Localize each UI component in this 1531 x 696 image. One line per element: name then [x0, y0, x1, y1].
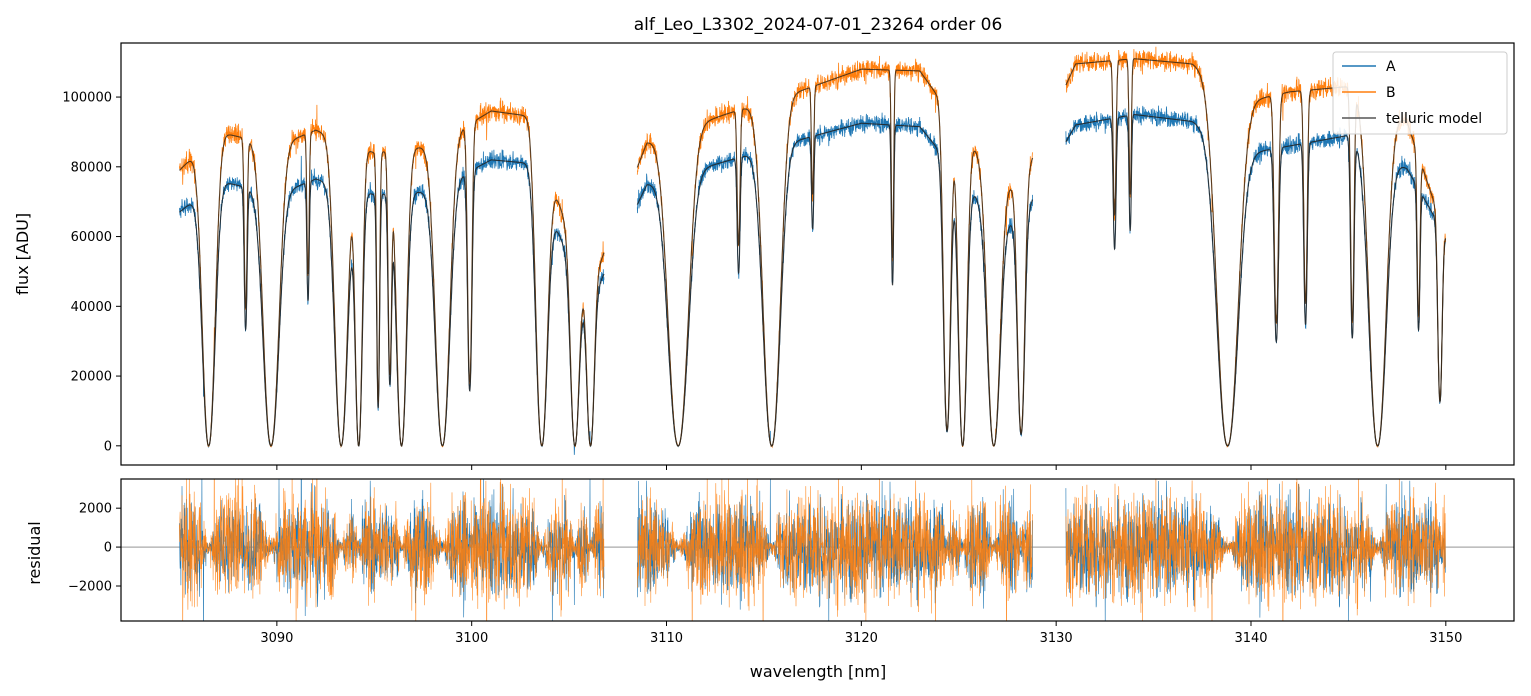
residual-b-line-segment-2	[637, 479, 1033, 621]
flux-y-tick-label: 40000	[71, 300, 112, 315]
legend: A B telluric model	[1332, 51, 1508, 135]
flux-panel: 0 20000 40000 60000 80000 100000 flux [ADU] A…	[13, 42, 1515, 470]
residual-axes-frame	[120, 478, 1515, 622]
x-tick-label: 3140	[1234, 631, 1267, 646]
flux-y-tick-label: 100000	[62, 91, 112, 106]
flux-y-ticks: 0 20000 40000 60000 80000 100000	[62, 91, 121, 454]
legend-label-telluric: telluric model	[1386, 111, 1482, 127]
flux-plot-area	[179, 46, 1447, 455]
x-tick-label: 3120	[845, 631, 878, 646]
x-tick-label: 3150	[1429, 631, 1462, 646]
flux-y-label: flux [ADU]	[13, 213, 32, 295]
legend-label-a: A	[1386, 59, 1396, 75]
flux-y-tick-label: 80000	[71, 160, 112, 175]
residual-y-tick-label: 0	[104, 541, 112, 556]
telluric-model-line-b-1	[179, 110, 605, 447]
residual-b-line-segment-3	[1065, 479, 1446, 621]
telluric-model-line-b-2	[636, 68, 1034, 447]
x-tick-label: 3100	[455, 631, 488, 646]
x-tick-label: 3130	[1040, 631, 1073, 646]
legend-label-b: B	[1386, 85, 1396, 101]
flux-x-ticks	[276, 465, 1447, 470]
flux-y-tick-label: 20000	[71, 370, 112, 385]
residual-x-ticks: 3090 3100 3110 3120 3130 3140 3150	[260, 621, 1462, 646]
residual-b-line-segment-1	[179, 479, 605, 621]
flux-y-tick-label: 60000	[71, 230, 112, 245]
chart-title: alf_Leo_L3302_2024-07-01_23264 order 06	[634, 15, 1003, 35]
flux-y-tick-label: 0	[104, 439, 112, 454]
telluric-model-line-b-3	[1065, 58, 1447, 447]
x-tick-label: 3110	[650, 631, 683, 646]
residual-y-ticks: −2000 0 2000	[68, 502, 121, 594]
residual-y-tick-label: −2000	[68, 579, 112, 594]
x-tick-label: 3090	[260, 631, 293, 646]
residual-plot-area	[121, 479, 1514, 621]
residual-y-tick-label: 2000	[79, 502, 112, 517]
legend-box	[1332, 51, 1508, 135]
residual-y-label: residual	[25, 521, 44, 584]
x-axis-label: wavelength [nm]	[750, 662, 887, 681]
flux-axes-frame	[120, 42, 1515, 466]
